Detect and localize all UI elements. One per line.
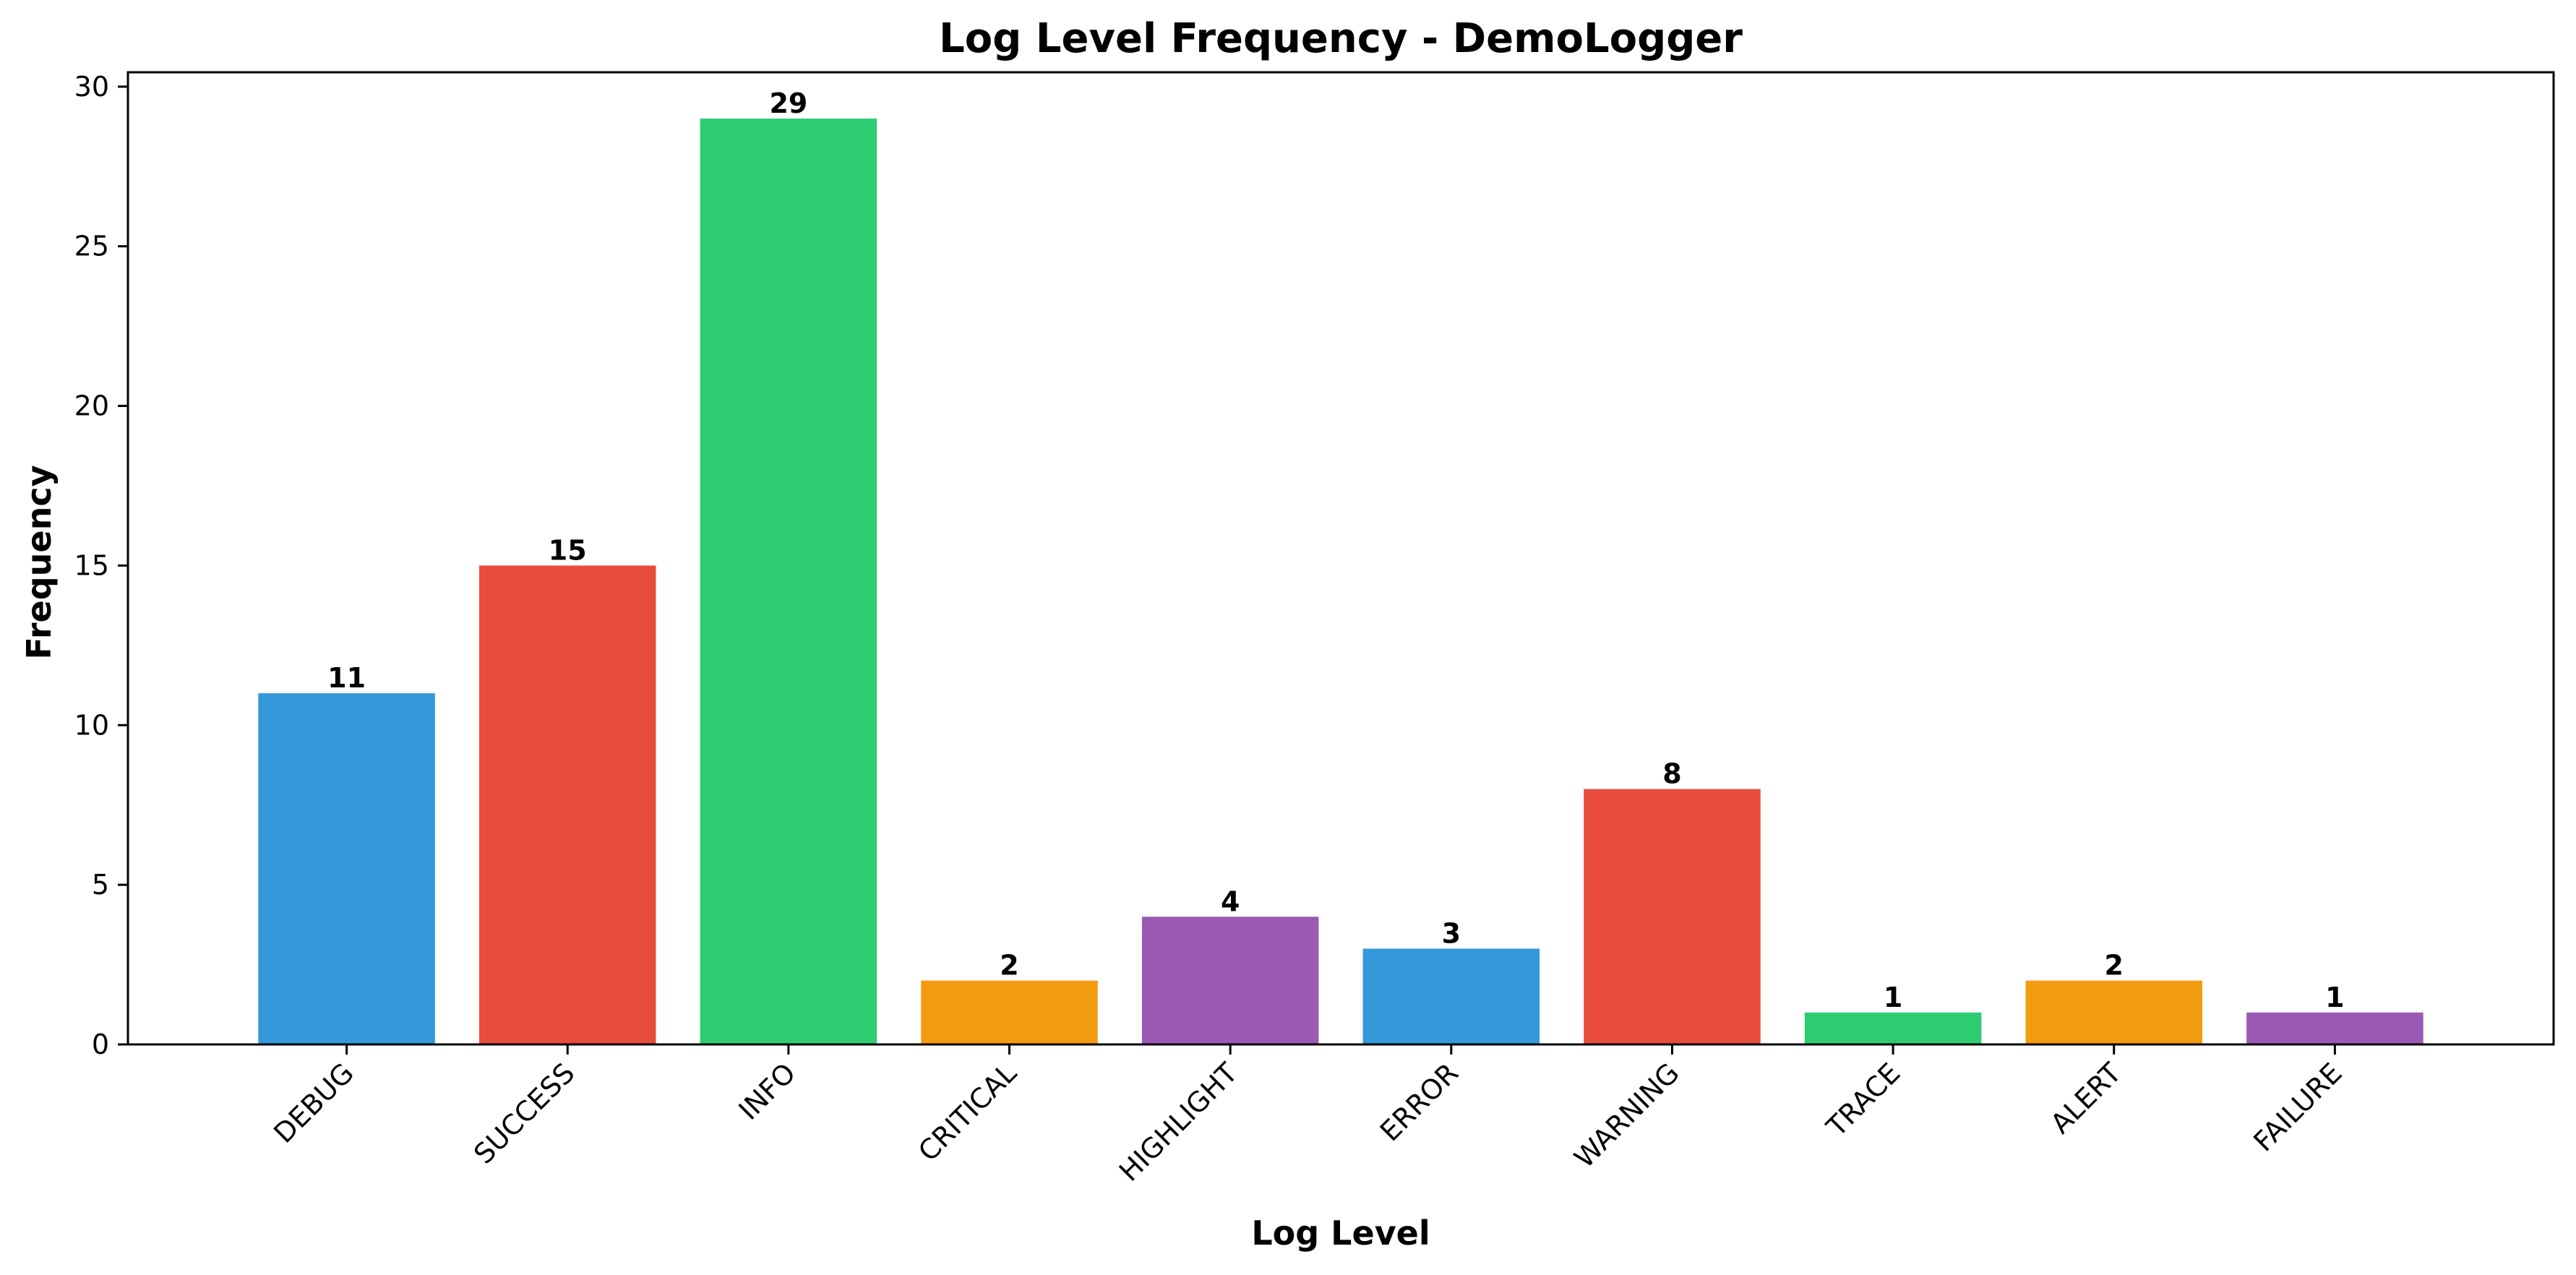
bar-highlight <box>1141 916 1319 1044</box>
bar-critical <box>921 980 1098 1044</box>
y-tick-label-0: 0 <box>92 1029 109 1060</box>
data-label-success: 15 <box>549 534 587 566</box>
y-axis-label: Frequency <box>20 465 59 659</box>
x-tick-label-highlight: HIGHLIGHT <box>1113 1057 1244 1188</box>
bar-info <box>700 119 877 1045</box>
bar-success <box>478 565 656 1044</box>
y-tick-label-5: 5 <box>92 869 109 901</box>
bar-alert <box>2025 980 2203 1044</box>
x-axis-label: Log Level <box>1251 1214 1430 1253</box>
x-tick-label-debug: DEBUG <box>267 1057 360 1149</box>
x-tick-label-warning: WARNING <box>1568 1057 1686 1174</box>
bar-error <box>1362 948 1540 1044</box>
x-tick-label-error: ERROR <box>1374 1057 1464 1147</box>
y-tick-label-25: 25 <box>74 231 109 262</box>
x-tick-label-success: SUCCESS <box>468 1057 580 1169</box>
plot-frame <box>126 71 2555 1046</box>
bar-warning <box>1584 789 1761 1044</box>
data-label-highlight: 4 <box>1221 885 1240 917</box>
x-tick-label-critical: CRITICAL <box>912 1057 1023 1167</box>
x-tick-label-failure: FAILURE <box>2247 1057 2348 1157</box>
data-label-trace: 1 <box>1884 982 1902 1013</box>
data-label-failure: 1 <box>2325 982 2344 1013</box>
data-label-debug: 11 <box>327 662 366 694</box>
y-tick-label-10: 10 <box>74 709 109 741</box>
data-label-warning: 8 <box>1662 758 1681 790</box>
bar-failure <box>2246 1012 2423 1044</box>
y-tick-label-15: 15 <box>74 549 109 581</box>
x-tick-label-trace: TRACE <box>1820 1057 1906 1143</box>
y-tick-label-20: 20 <box>74 390 109 422</box>
y-tick-label-30: 30 <box>74 71 109 103</box>
bar-debug <box>258 693 435 1044</box>
bar-trace <box>1804 1012 1982 1044</box>
data-label-info: 29 <box>769 87 807 119</box>
data-label-alert: 2 <box>2105 950 2124 982</box>
chart-title: Log Level Frequency - DemoLogger <box>939 15 1743 62</box>
data-label-error: 3 <box>1442 917 1461 949</box>
x-tick-label-info: INFO <box>733 1057 802 1126</box>
x-tick-label-alert: ALERT <box>2045 1057 2128 1140</box>
data-label-critical: 2 <box>1000 950 1018 982</box>
